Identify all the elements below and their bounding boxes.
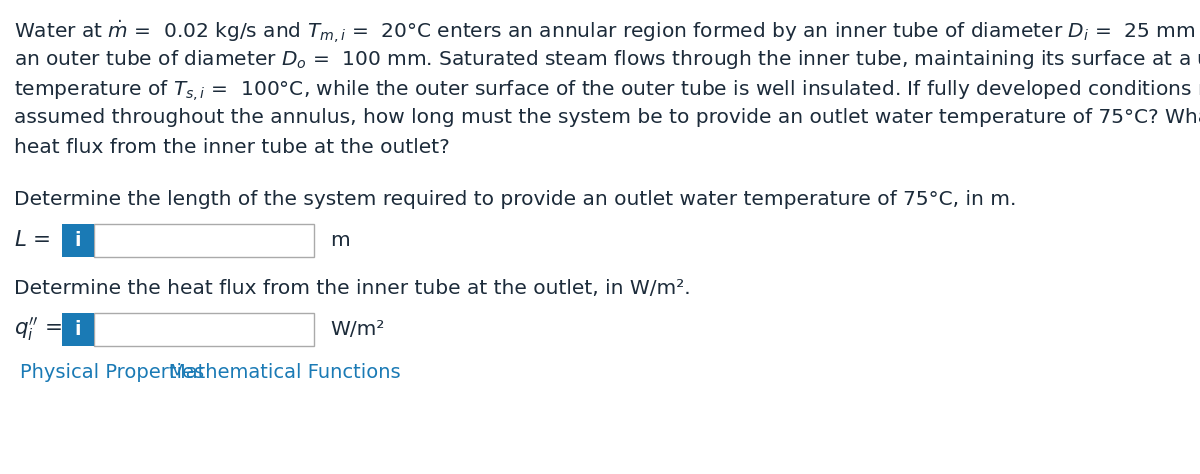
Text: i: i — [74, 320, 82, 339]
FancyBboxPatch shape — [94, 224, 314, 257]
Text: $q_i^{\prime\prime}$ =: $q_i^{\prime\prime}$ = — [14, 315, 62, 343]
Text: W/m²: W/m² — [330, 320, 384, 339]
Text: an outer tube of diameter $D_o$ =  100 mm. Saturated steam flows through the inn: an outer tube of diameter $D_o$ = 100 mm… — [14, 48, 1200, 71]
Text: Determine the length of the system required to provide an outlet water temperatu: Determine the length of the system requi… — [14, 190, 1016, 209]
Text: m: m — [330, 231, 349, 250]
FancyBboxPatch shape — [94, 313, 314, 346]
Text: Mathematical Functions: Mathematical Functions — [169, 363, 401, 382]
Text: Determine the heat flux from the inner tube at the outlet, in W/m².: Determine the heat flux from the inner t… — [14, 279, 691, 298]
FancyBboxPatch shape — [62, 224, 94, 257]
Text: Water at $\dot{m}$ =  0.02 kg/s and $T_{m,i}$ =  20°C enters an annular region f: Water at $\dot{m}$ = 0.02 kg/s and $T_{m… — [14, 18, 1200, 46]
Text: heat flux from the inner tube at the outlet?: heat flux from the inner tube at the out… — [14, 138, 450, 157]
FancyBboxPatch shape — [62, 313, 94, 346]
Text: assumed throughout the annulus, how long must the system be to provide an outlet: assumed throughout the annulus, how long… — [14, 108, 1200, 127]
Text: temperature of $T_{s,i}$ =  100°C, while the outer surface of the outer tube is : temperature of $T_{s,i}$ = 100°C, while … — [14, 78, 1200, 103]
Text: Physical Properties: Physical Properties — [20, 363, 204, 382]
Text: i: i — [74, 231, 82, 250]
Text: $L$ =: $L$ = — [14, 230, 50, 250]
